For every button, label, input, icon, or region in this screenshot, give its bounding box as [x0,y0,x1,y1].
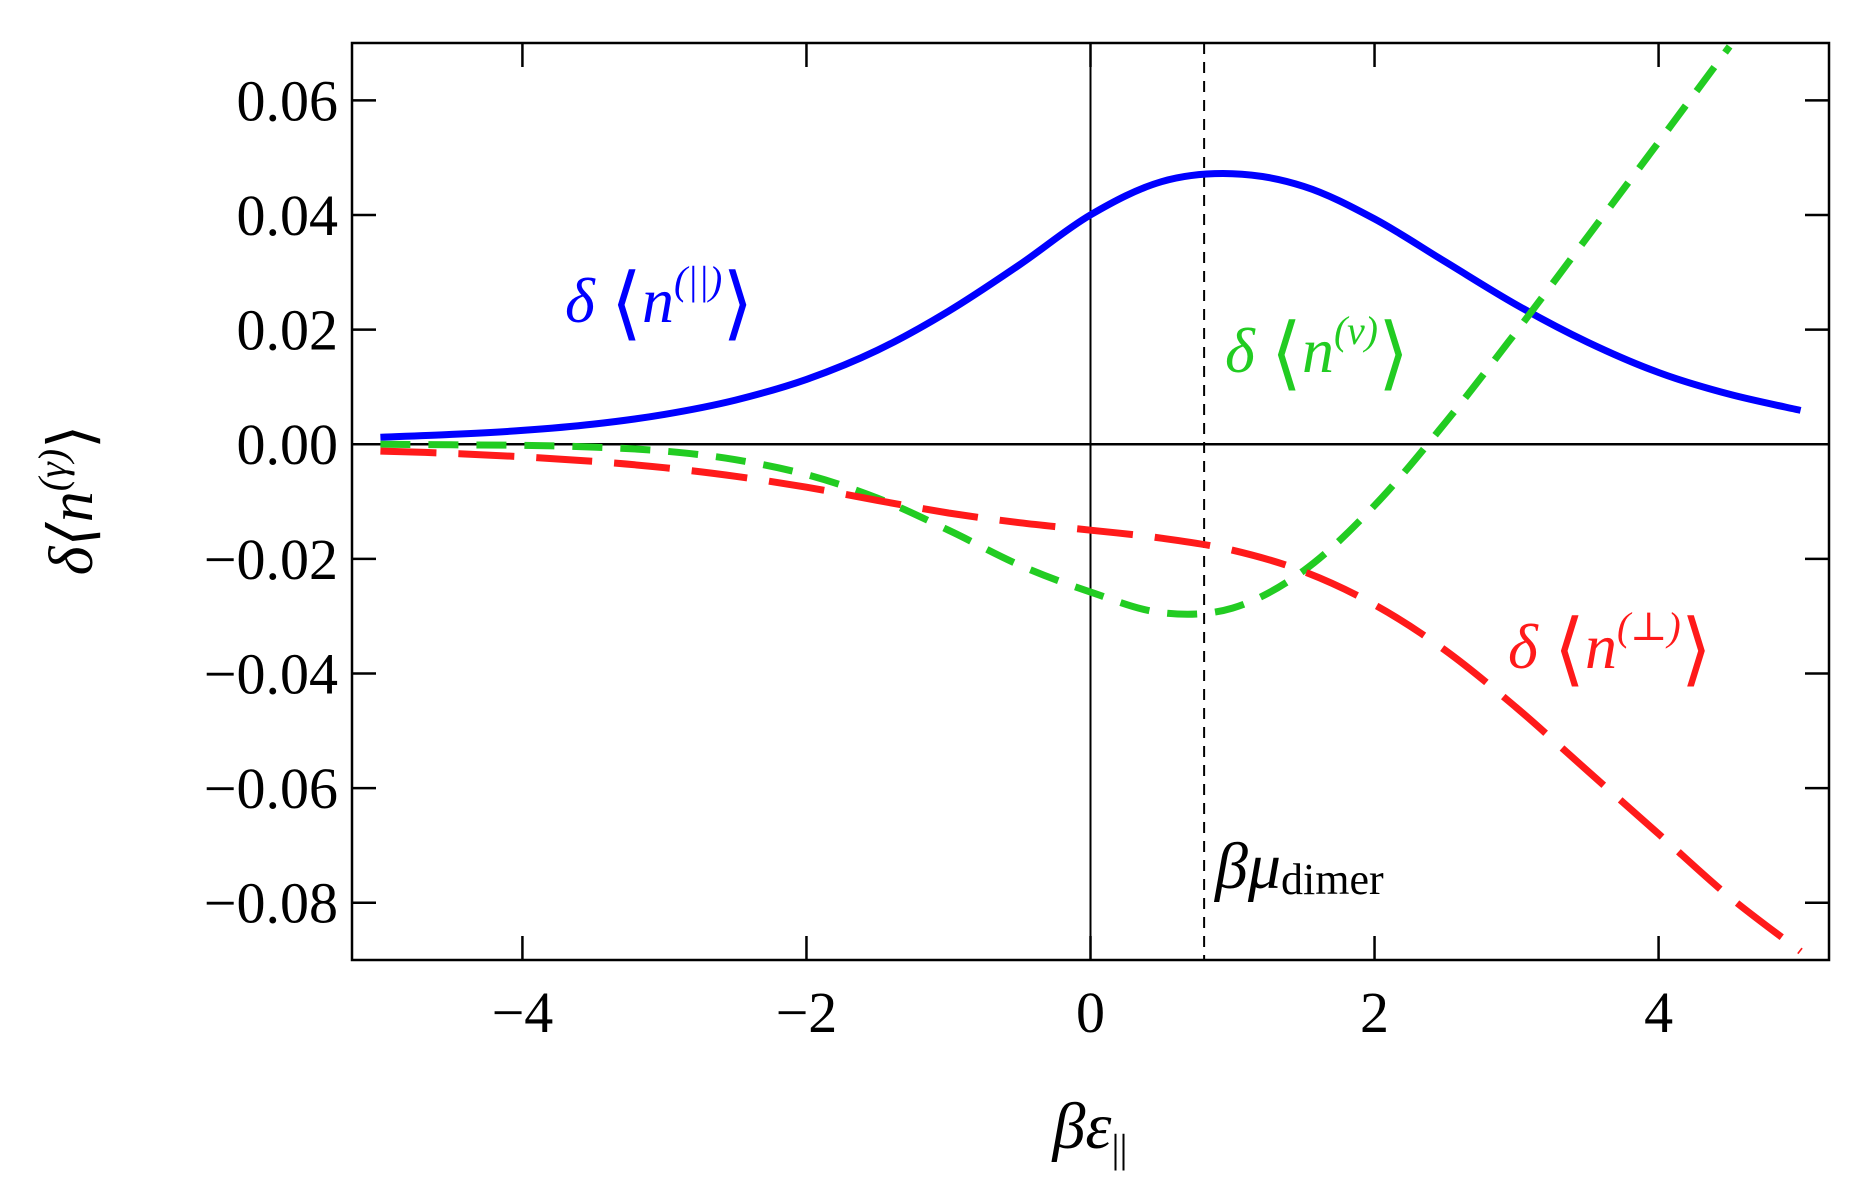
x-tick-label: 4 [1644,980,1673,1045]
series-line-v [380,44,1733,618]
series-line-perp [380,447,1803,955]
series-label-perp: δ ⟨n(⊥)⟩ [1508,605,1712,694]
series-label-var: n [642,265,674,336]
x-tick-label: −4 [492,980,554,1045]
series-label-var: n [1585,611,1617,682]
x-axis-title-sub: || [1111,1126,1127,1171]
series-label-parallel: δ ⟨n(||)⟩ [565,259,753,348]
series-label-v: δ ⟨n(v)⟩ [1225,309,1409,398]
ticks [352,43,1829,960]
series-label-delta: δ [565,265,611,336]
annotation-beta-mu-dimer: βμdimer [1213,830,1384,904]
series-label-close-bracket: ⟩ [1681,606,1712,694]
annotation-sub: dimer [1281,855,1384,904]
x-tick-label: 2 [1360,980,1389,1045]
y-tick-label: −0.06 [204,756,338,821]
series-line-parallel [380,170,1802,441]
y-axis-title: δ⟨n(γ)⟩ [30,425,106,576]
series-label-open-bracket: ⟨ [611,260,642,348]
y-tick-label: −0.08 [204,871,338,936]
x-axis-title-main: βε [1051,1090,1112,1163]
labels: −4 −2 0 2 4 0.06 0.04 0.02 0.00 −0.02 −0.04 −0.06 −0… [30,68,1712,1171]
y-tick-label: −0.04 [204,641,338,706]
series-label-sup: (v) [1334,309,1378,353]
series-label-close-bracket: ⟩ [722,260,753,348]
x-axis-title: βε|| [1051,1090,1128,1171]
x-tick-label: −2 [776,980,838,1045]
reference-lines [352,43,1829,960]
y-axis-title-sup: (γ) [30,449,75,491]
series-label-open-bracket: ⟨ [1271,310,1302,398]
series-label-open-bracket: ⟨ [1554,606,1585,694]
x-tick-label: 0 [1076,980,1105,1045]
y-axis-title-var: n [38,491,106,522]
series-label-delta: δ [1225,315,1271,386]
series-layer [380,44,1803,955]
y-axis-title-pre: δ⟨ [38,521,106,575]
series-label-sup: (||) [674,259,722,303]
y-axis-title-post: ⟩ [38,425,106,449]
y-tick-label: 0.02 [237,298,339,363]
annotation-main: βμ [1213,830,1281,903]
y-tick-label: 0.04 [237,183,339,248]
y-tick-label: −0.02 [204,527,338,592]
series-label-var: n [1302,315,1334,386]
y-tick-label: 0.00 [237,412,339,477]
series-label-sup: (⊥) [1617,605,1681,649]
y-axis-title-group: δ⟨n(γ)⟩ [30,425,106,576]
series-label-delta: δ [1508,611,1554,682]
y-tick-label: 0.06 [237,68,339,133]
series-label-close-bracket: ⟩ [1378,310,1409,398]
